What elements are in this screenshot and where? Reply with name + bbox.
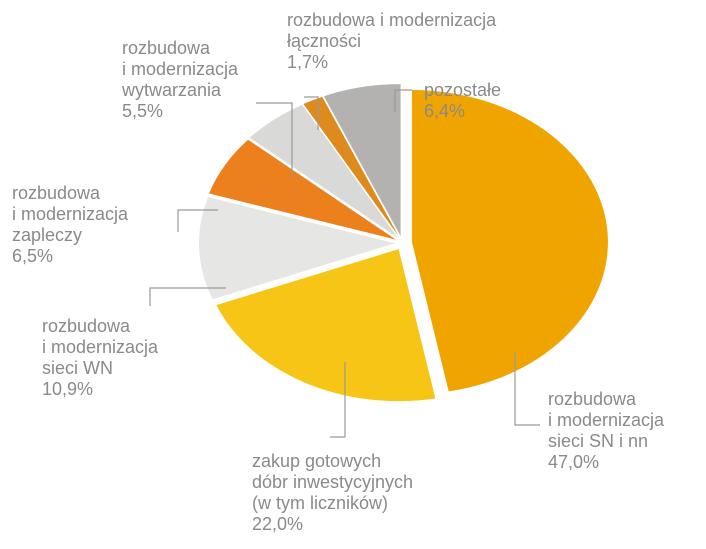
slice	[209, 139, 396, 240]
slice	[303, 96, 399, 237]
slice-label: rozbudowa i modernizacja wytwarzania 5,5%	[122, 38, 238, 122]
leader	[330, 362, 346, 438]
category-label: rozbudowa i modernizacja sieci SN i nn	[548, 389, 665, 451]
value-label: 47,0%	[548, 452, 600, 472]
slice	[323, 84, 401, 237]
leader	[149, 287, 226, 306]
slice-label: rozbudowa i modernizacja zapleczy 6,5%	[12, 183, 128, 267]
slice	[216, 249, 436, 402]
category-label: rozbudowa i modernizacja sieci WN	[42, 316, 159, 378]
category-label: rozbudowa i modernizacja łączności	[287, 10, 497, 51]
value-label: 22,0%	[252, 514, 304, 534]
value-label: 5,5%	[122, 101, 164, 121]
slice-label: rozbudowa i modernizacja sieci SN i nn 47…	[548, 389, 664, 473]
slice-label: pozostałe 6,4%	[424, 80, 501, 122]
value-label: 1,7%	[287, 52, 329, 72]
leader	[514, 352, 540, 426]
slice	[249, 104, 398, 238]
slice	[411, 90, 608, 392]
value-label: 6,4%	[424, 101, 466, 121]
slice-label: zakup gotowych dóbr inwestycyjnych (w ty…	[252, 451, 413, 535]
leader	[177, 209, 218, 232]
leader	[256, 102, 293, 178]
slice-label: rozbudowa i modernizacja łączności 1,7%	[287, 10, 496, 73]
leader	[304, 96, 319, 130]
leader	[394, 89, 412, 112]
value-label: 10,9%	[42, 379, 94, 399]
category-label: rozbudowa i modernizacja zapleczy	[12, 183, 129, 245]
category-label: rozbudowa i modernizacja wytwarzania	[122, 38, 239, 100]
category-label: pozostałe	[424, 80, 502, 100]
slice	[199, 197, 396, 300]
category-label: zakup gotowych dóbr inwestycyjnych (w ty…	[252, 451, 414, 513]
slice-label: rozbudowa i modernizacja sieci WN 10,9%	[42, 316, 158, 400]
value-label: 6,5%	[12, 246, 54, 266]
